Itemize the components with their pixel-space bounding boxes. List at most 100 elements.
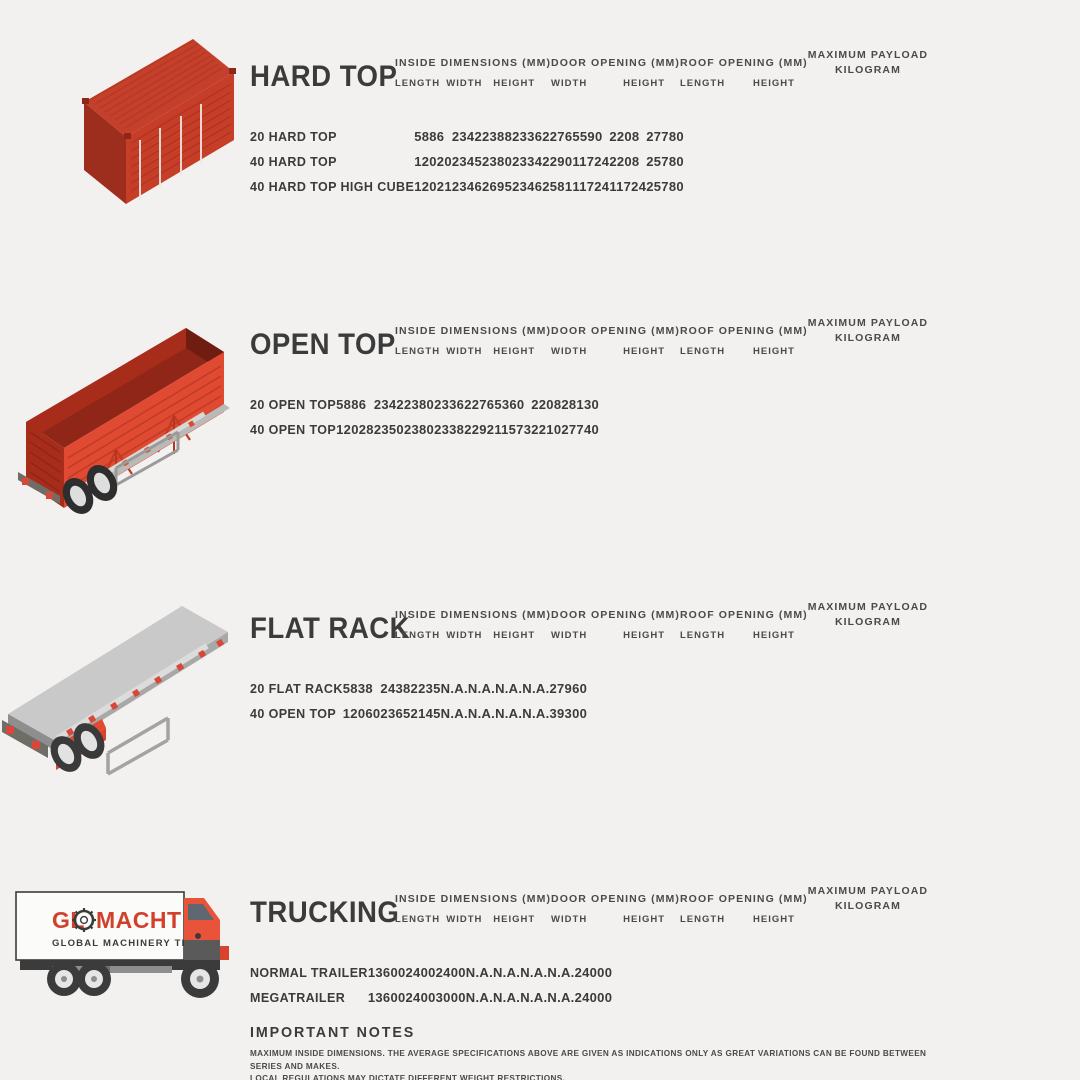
cell-inside-height: 2400 [435, 965, 466, 980]
cell-payload: 39300 [549, 706, 588, 721]
cell-door-height: 2292 [464, 422, 495, 437]
row-label: NORMAL TRAILER [250, 965, 368, 980]
sub-header-width: WIDTH [446, 78, 483, 90]
group-header-maximum-payload: MAXIMUM PAYLOAD KILOGRAM [808, 316, 928, 346]
section-title: FLAT RACK [250, 612, 411, 645]
cell-inside-height: 2380 [403, 397, 435, 412]
table-row: 20 HARD TOP 5886 2342 2388 2336 2276 559… [250, 124, 684, 149]
notes-title: IMPORTANT NOTES [250, 1024, 416, 1041]
cell-roof-height: 2210 [531, 422, 562, 437]
cell-payload: 27740 [561, 422, 600, 437]
table-row: 20 OPEN TOP 5886 2342 2380 2336 2276 536… [250, 392, 599, 417]
sub-header-door-height: HEIGHT [623, 346, 666, 358]
flat-rack-trailer-illustration [0, 596, 235, 786]
cell-inside-width: 2350 [373, 422, 404, 437]
cell-inside-width: 2400 [405, 990, 436, 1005]
cell-roof-length: N.A. [495, 706, 523, 721]
sub-header-height: HEIGHT [493, 630, 536, 642]
cell-roof-height: N.A. [547, 965, 575, 980]
cell-roof-length: 11724 [572, 179, 610, 194]
cell-inside-width: 2438 [380, 681, 411, 696]
sub-header-length: LENGTH [395, 914, 441, 926]
cell-inside-length: 12021 [414, 179, 452, 194]
sub-header-width: WIDTH [446, 346, 483, 358]
group-header-maximum-payload: MAXIMUM PAYLOAD KILOGRAM [808, 48, 928, 78]
sub-header-door-height: HEIGHT [623, 630, 666, 642]
group-header-inside-dimensions: INSIDE DIMENSIONS (MM) [395, 325, 552, 338]
group-header-roof-opening: ROOF OPENING (MM) [680, 325, 808, 338]
group-header-maximum-payload: MAXIMUM PAYLOAD KILOGRAM [808, 600, 928, 630]
cell-payload: 25780 [646, 154, 684, 169]
cell-inside-width: 2342 [451, 129, 482, 144]
payload-label-line2: KILOGRAM [834, 332, 901, 345]
cell-roof-length: 11724 [572, 154, 610, 169]
sub-header-roof-height: HEIGHT [753, 914, 795, 926]
cell-payload: 24000 [574, 965, 613, 980]
group-header-roof-opening: ROOF OPENING (MM) [680, 609, 808, 622]
cell-inside-width: 2345 [451, 154, 482, 169]
cell-roof-length: 11573 [494, 422, 532, 437]
group-header-door-opening: DOOR OPENING (MM) [551, 57, 680, 70]
group-header-roof-opening: ROOF OPENING (MM) [680, 893, 808, 906]
cell-roof-height: N.A. [522, 706, 550, 721]
section-title: TRUCKING [250, 896, 400, 929]
spec-table-flat-rack: FLAT RACK INSIDE DIMENSIONS (MM) DOOR OP… [250, 601, 927, 721]
cell-door-height: N.A. [467, 681, 496, 696]
sub-header-door-width: WIDTH [551, 914, 588, 926]
cell-inside-length: 12060 [342, 706, 381, 721]
cell-inside-width: 2346 [451, 179, 482, 194]
cell-roof-height: 2208 [609, 154, 640, 169]
row-label: 20 FLAT RACK [250, 681, 343, 696]
cell-roof-height: N.A. [522, 681, 550, 696]
cell-door-width: 2346 [512, 179, 543, 194]
cell-inside-height: 2235 [410, 681, 441, 696]
cell-door-width: N.A. [440, 681, 468, 696]
sub-header-roof-height: HEIGHT [753, 346, 795, 358]
open-top-trailer-illustration [8, 300, 240, 515]
table-row: MEGATRAILER 13600 2400 3000 N.A. N.A. N.… [250, 985, 612, 1010]
sub-header-door-height: HEIGHT [623, 78, 666, 90]
cell-inside-width: 2342 [373, 397, 404, 412]
cell-door-height: N.A. [492, 965, 521, 980]
gear-icon [72, 908, 96, 932]
section-title: HARD TOP [250, 60, 398, 93]
row-label: MEGATRAILER [250, 990, 346, 1005]
cell-door-height: 2276 [542, 129, 573, 144]
sub-header-roof-height: HEIGHT [753, 78, 795, 90]
cell-roof-length: N.A. [520, 965, 548, 980]
cell-inside-length: 5838 [342, 681, 373, 696]
sub-header-roof-length: LENGTH [680, 914, 726, 926]
sub-header-width: WIDTH [446, 914, 483, 926]
cell-roof-height: N.A. [547, 990, 575, 1005]
group-header-inside-dimensions: INSIDE DIMENSIONS (MM) [395, 57, 552, 70]
cell-roof-height: 2208 [531, 397, 562, 412]
row-label: 40 OPEN TOP [250, 422, 337, 437]
cell-inside-height: 2695 [482, 179, 513, 194]
sub-header-door-width: WIDTH [551, 630, 588, 642]
cell-door-height: 2581 [542, 179, 573, 194]
table-row: 40 OPEN TOP 12060 2365 2145 N.A. N.A. N.… [250, 701, 587, 726]
table-row: 40 HARD TOP 12020 2345 2380 2334 2290 11… [250, 149, 684, 174]
cell-inside-height: 2380 [482, 154, 513, 169]
sub-header-roof-length: LENGTH [680, 630, 726, 642]
table-row: NORMAL TRAILER 13600 2400 2400 N.A. N.A.… [250, 960, 612, 985]
group-header-inside-dimensions: INSIDE DIMENSIONS (MM) [395, 893, 552, 906]
group-header-inside-dimensions: INSIDE DIMENSIONS (MM) [395, 609, 552, 622]
logo-tagline: GLOBAL MACHINERY TRADER [52, 938, 221, 949]
sub-header-door-width: WIDTH [551, 78, 588, 90]
cell-roof-length: N.A. [495, 681, 523, 696]
cell-door-width: 2336 [434, 397, 465, 412]
sub-header-height: HEIGHT [493, 914, 536, 926]
payload-label-line1: MAXIMUM PAYLOAD [807, 885, 929, 897]
cell-door-height: N.A. [467, 706, 496, 721]
cell-roof-length: 5590 [572, 129, 603, 144]
table-row: 40 OPEN TOP 12028 2350 2380 2338 2292 11… [250, 417, 599, 442]
payload-label-line2: KILOGRAM [834, 900, 901, 913]
sub-header-height: HEIGHT [493, 78, 536, 90]
cell-payload: 27780 [646, 129, 684, 144]
sub-header-height: HEIGHT [493, 346, 536, 358]
payload-label-line1: MAXIMUM PAYLOAD [807, 49, 929, 61]
cell-door-width: N.A. [465, 965, 493, 980]
sub-header-roof-height: HEIGHT [753, 630, 795, 642]
cell-roof-length: N.A. [520, 990, 548, 1005]
